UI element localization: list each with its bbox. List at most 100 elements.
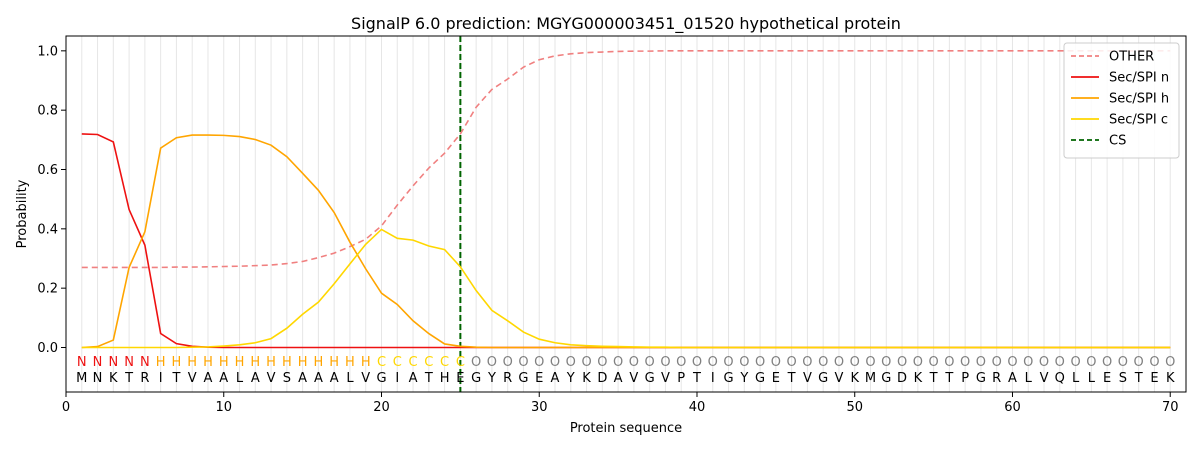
residue-letter: V — [835, 371, 844, 386]
x-tick-label: 40 — [689, 400, 706, 415]
region-label: H — [329, 355, 339, 370]
region-label: O — [581, 355, 591, 370]
legend-label: CS — [1109, 134, 1126, 149]
region-label: H — [187, 355, 197, 370]
residue-letter: E — [535, 371, 543, 386]
vertical-grid — [81, 36, 1171, 392]
residue-letter: S — [283, 371, 291, 386]
legend-box — [1063, 42, 1180, 159]
residue-letter: A — [298, 371, 307, 386]
residue-letter: I — [711, 371, 715, 386]
region-label: O — [802, 355, 812, 370]
residue-letter: T — [692, 371, 701, 386]
residue-letter: E — [772, 371, 780, 386]
region-label: O — [503, 355, 513, 370]
residue-letter: E — [1103, 371, 1111, 386]
region-label: O — [518, 355, 528, 370]
plot-frame — [65, 35, 1187, 393]
region-label: O — [897, 355, 907, 370]
x-tick-label: 0 — [62, 400, 70, 415]
residue-letter: G — [976, 371, 986, 386]
series-line-0 — [81, 50, 1171, 269]
region-label: O — [992, 355, 1002, 370]
x-tick-label: 60 — [1004, 400, 1021, 415]
y-axis-ticks: 0.0 0.2 0.4 0.6 0.8 1.0 — [37, 44, 66, 356]
series-lines — [81, 50, 1171, 349]
residue-letter: A — [314, 371, 323, 386]
y-tick-label: 0.8 — [37, 104, 58, 119]
legend-label: Sec/SPI c — [1109, 113, 1168, 128]
sequence-letters: NMNNNKNTNRHIHTHVHAHAHLHAHVHSHAHAHAHLHVCG… — [76, 355, 1175, 386]
region-label: C — [409, 355, 418, 370]
region-label: N — [93, 355, 103, 370]
region-label: H — [250, 355, 260, 370]
residue-letter: T — [1134, 371, 1143, 386]
residue-letter: G — [818, 371, 828, 386]
residue-letter: R — [140, 371, 149, 386]
region-label: O — [566, 355, 576, 370]
residue-letter: V — [629, 371, 638, 386]
residue-letter: P — [677, 371, 685, 386]
region-label: O — [1118, 355, 1128, 370]
residue-letter: D — [597, 371, 607, 386]
region-label: O — [1039, 355, 1049, 370]
region-label: H — [219, 355, 229, 370]
region-label: O — [976, 355, 986, 370]
residue-letter: M — [865, 371, 876, 386]
x-tick-label: 50 — [846, 400, 863, 415]
residue-letter: I — [159, 371, 163, 386]
region-label: O — [708, 355, 718, 370]
residue-letter: L — [236, 371, 244, 386]
residue-letter: V — [1040, 371, 1049, 386]
residue-letter: P — [961, 371, 969, 386]
residue-letter: V — [361, 371, 370, 386]
residue-letter: K — [109, 371, 118, 386]
residue-letter: K — [1166, 371, 1175, 386]
region-label: C — [456, 355, 465, 370]
residue-letter: Y — [739, 371, 748, 386]
residue-letter: A — [614, 371, 623, 386]
region-label: O — [1023, 355, 1033, 370]
region-label: O — [1149, 355, 1159, 370]
x-axis-label: Protein sequence — [570, 421, 682, 436]
residue-letter: G — [645, 371, 655, 386]
region-label: H — [235, 355, 245, 370]
residue-letter: A — [1008, 371, 1017, 386]
legend: OTHER Sec/SPI n Sec/SPI h Sec/SPI c CS — [1063, 42, 1180, 159]
region-label: H — [314, 355, 324, 370]
residue-letter: A — [330, 371, 339, 386]
region-label: O — [487, 355, 497, 370]
region-label: O — [1102, 355, 1112, 370]
residue-letter: V — [803, 371, 812, 386]
residue-letter: K — [582, 371, 591, 386]
region-label: O — [660, 355, 670, 370]
residue-letter: T — [124, 371, 133, 386]
residue-letter: T — [424, 371, 433, 386]
residue-letter: G — [376, 371, 386, 386]
region-label: O — [850, 355, 860, 370]
residue-letter: R — [992, 371, 1001, 386]
residue-letter: N — [93, 371, 103, 386]
residue-letter: R — [503, 371, 512, 386]
region-label: O — [865, 355, 875, 370]
residue-letter: Y — [487, 371, 496, 386]
region-label: C — [377, 355, 386, 370]
region-label: O — [613, 355, 623, 370]
legend-label: OTHER — [1109, 50, 1154, 65]
region-label: N — [108, 355, 118, 370]
region-label: O — [723, 355, 733, 370]
region-label: H — [282, 355, 292, 370]
region-label: O — [739, 355, 749, 370]
residue-letter: L — [1072, 371, 1080, 386]
y-axis-label: Probability — [15, 179, 30, 248]
region-label: O — [645, 355, 655, 370]
residue-letter: G — [755, 371, 765, 386]
y-tick-label: 0.0 — [37, 341, 58, 356]
y-tick-label: 1.0 — [37, 44, 58, 59]
region-label: H — [203, 355, 213, 370]
region-label: O — [676, 355, 686, 370]
region-label: O — [787, 355, 797, 370]
residue-letter: T — [929, 371, 938, 386]
residue-letter: S — [1119, 371, 1127, 386]
